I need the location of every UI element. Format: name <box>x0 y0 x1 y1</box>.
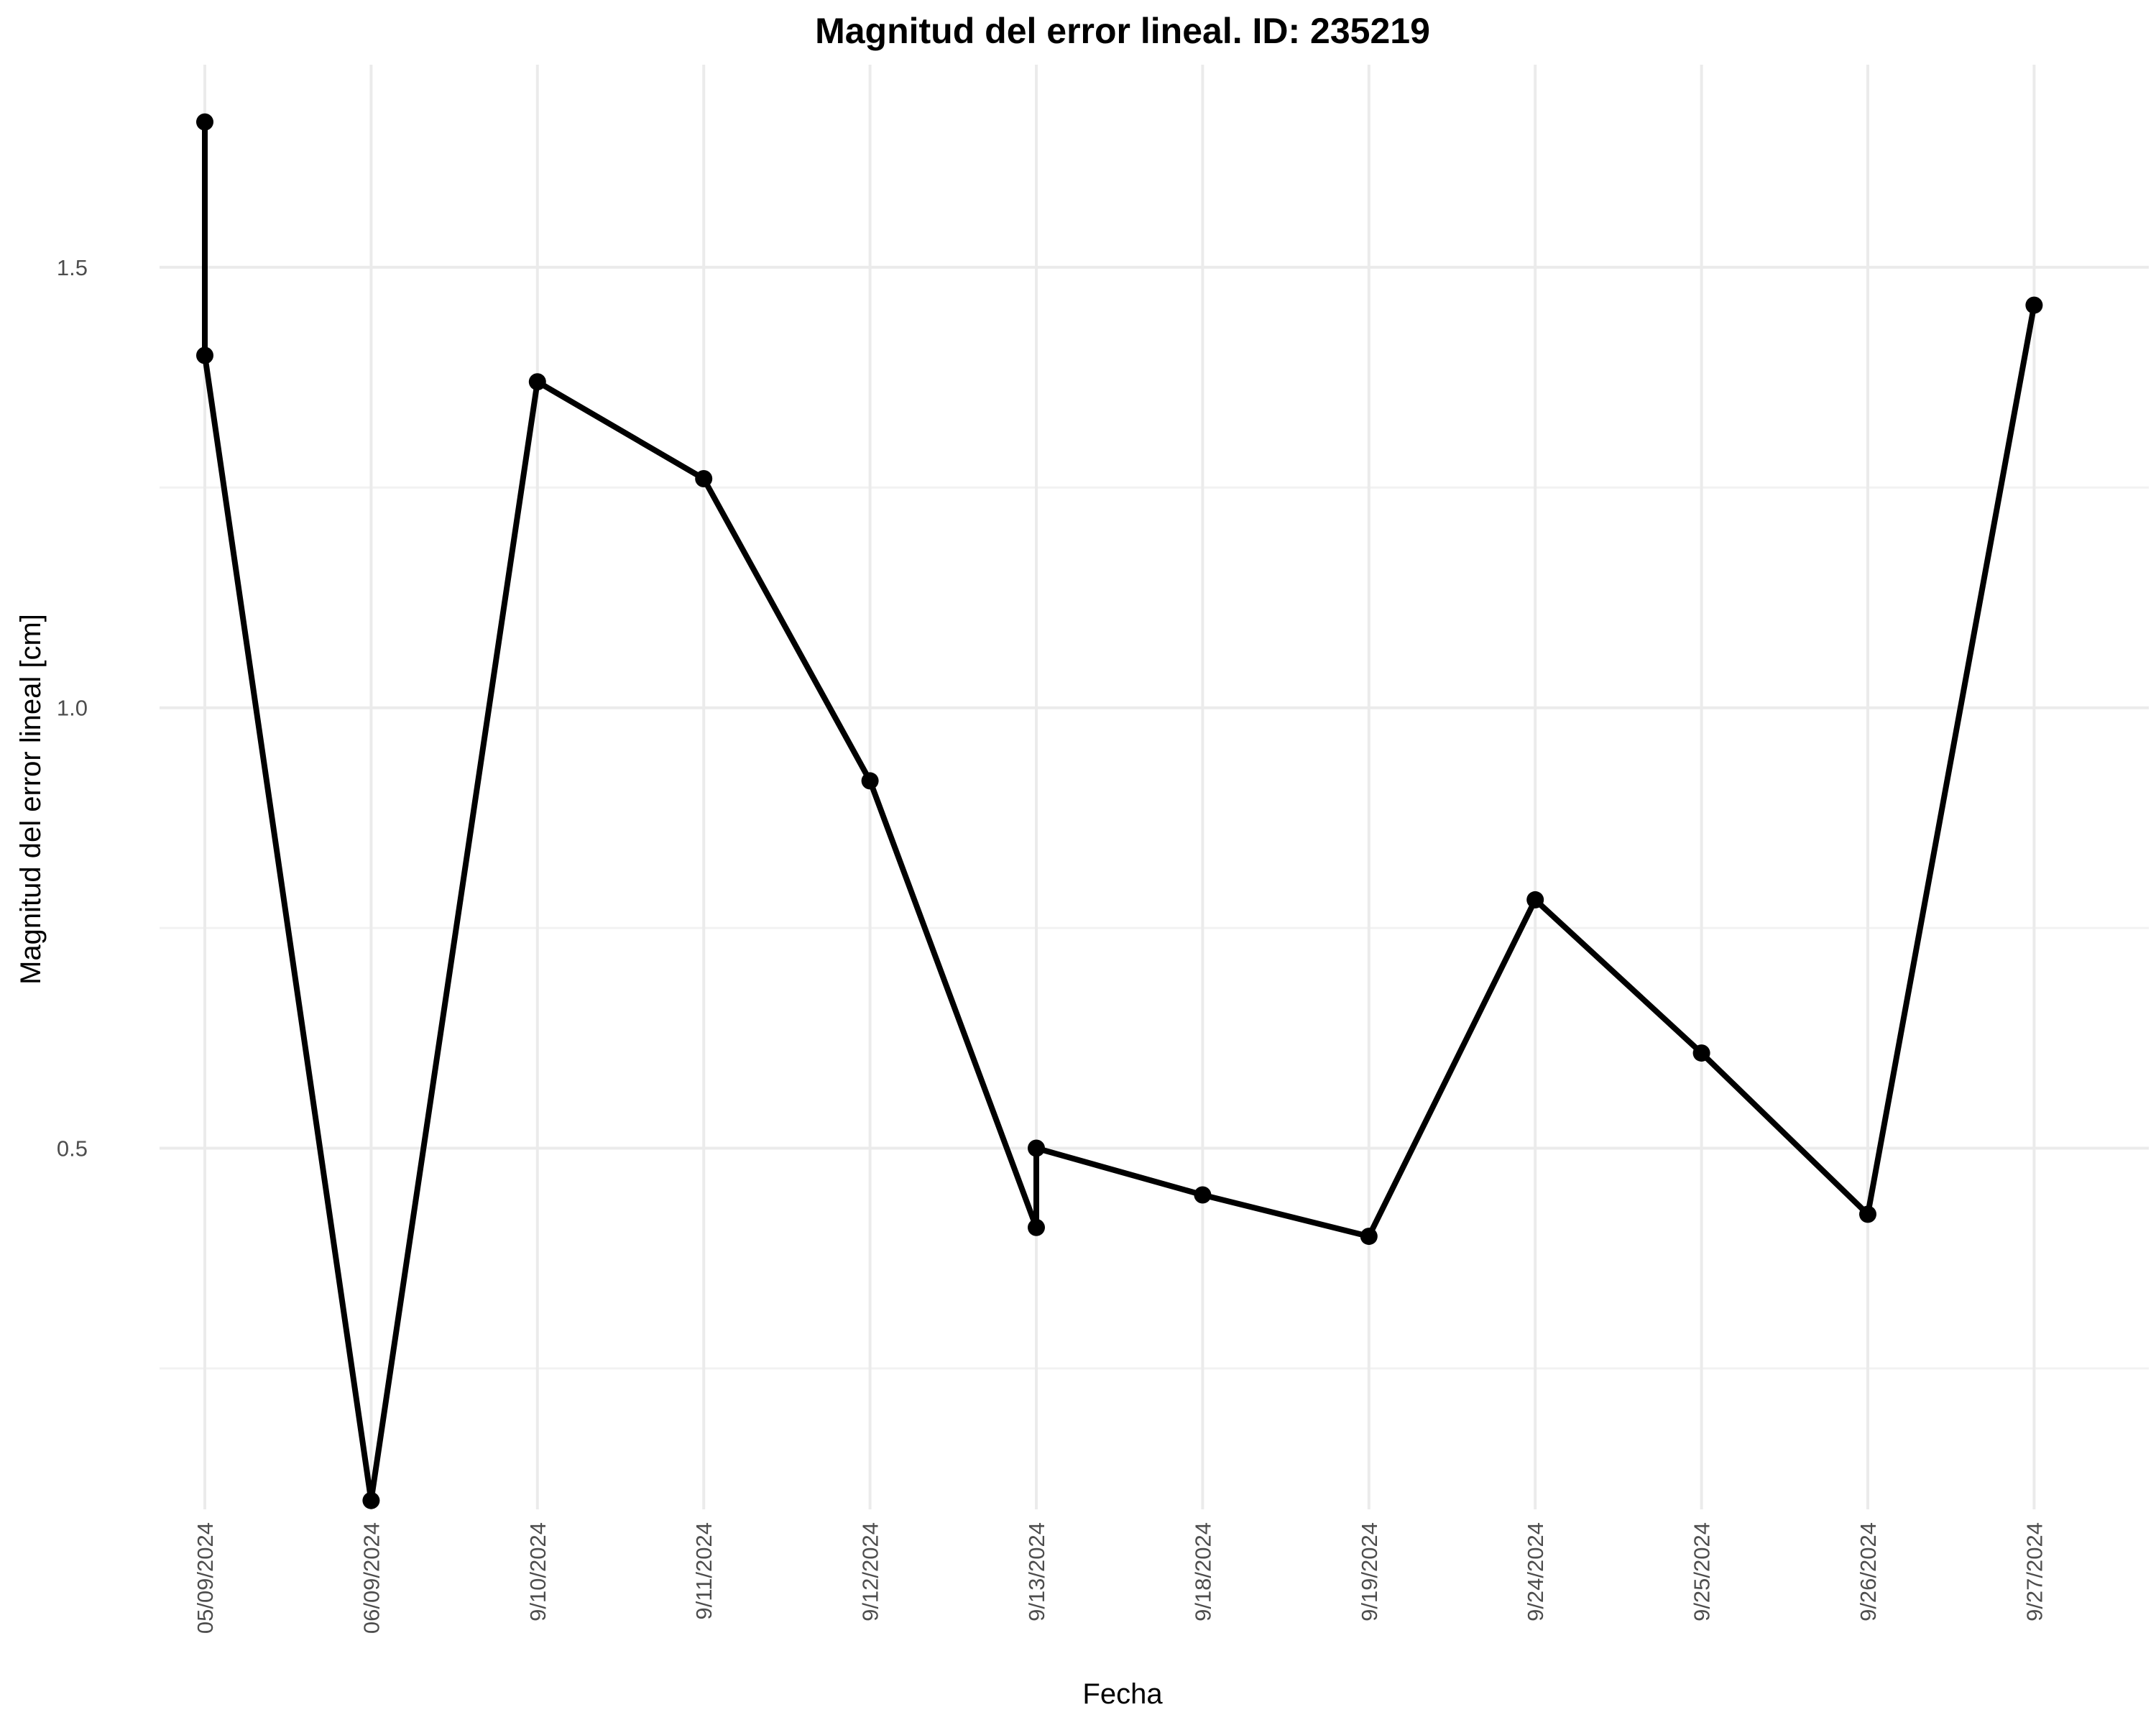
x-tick-label: 9/24/2024 <box>1523 1522 1548 1622</box>
x-tick-label: 9/19/2024 <box>1357 1522 1382 1622</box>
x-tick-label: 9/10/2024 <box>525 1522 550 1622</box>
series-layer <box>202 119 2037 1504</box>
data-point <box>528 373 546 391</box>
data-point <box>1360 1228 1378 1246</box>
points-layer <box>196 113 2043 1509</box>
x-tick-label: 9/13/2024 <box>1024 1522 1049 1622</box>
data-point <box>362 1491 380 1509</box>
x-tick-label: 9/11/2024 <box>691 1522 717 1620</box>
x-tick-label: 9/26/2024 <box>1856 1522 1881 1622</box>
data-point <box>196 346 213 364</box>
data-point <box>1028 1218 1045 1236</box>
y-axis-title: Magnitud del error lineal [cm] <box>15 614 47 985</box>
chart-title: Magnitud del error lineal. ID: 235219 <box>815 11 1430 51</box>
y-tick-label: 1.5 <box>57 255 88 280</box>
data-point <box>2025 296 2043 314</box>
data-point <box>1028 1139 1045 1157</box>
data-point <box>861 772 879 790</box>
x-tick-label: 9/12/2024 <box>858 1522 883 1622</box>
x-tick-label: 9/18/2024 <box>1190 1522 1215 1622</box>
x-tick-label: 06/09/2024 <box>359 1522 384 1634</box>
data-point <box>1194 1186 1212 1204</box>
x-tick-label: 9/25/2024 <box>1690 1522 1715 1622</box>
y-tick-labels: 0.5 1.0 1.5 <box>57 255 88 1162</box>
data-point <box>1692 1044 1710 1062</box>
data-point <box>695 470 713 487</box>
series-line <box>202 119 2037 1504</box>
major-gridlines <box>160 65 2149 1509</box>
data-point <box>1859 1205 1876 1223</box>
minor-gridlines <box>160 486 2149 1370</box>
x-tick-labels: 05/09/2024 06/09/2024 9/10/2024 9/11/2024 9/… <box>193 1522 2047 1634</box>
data-point <box>196 113 213 131</box>
y-tick-label: 0.5 <box>57 1136 88 1162</box>
x-axis-title: Fecha <box>1082 1678 1163 1710</box>
x-tick-label: 05/09/2024 <box>193 1522 218 1634</box>
x-tick-label: 9/27/2024 <box>2022 1522 2047 1622</box>
data-point <box>1526 891 1544 908</box>
y-tick-label: 1.0 <box>57 696 88 721</box>
